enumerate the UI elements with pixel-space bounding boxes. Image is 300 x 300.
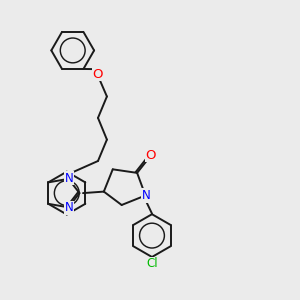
Text: N: N [142, 189, 150, 202]
Text: Cl: Cl [146, 257, 158, 270]
Text: N: N [65, 202, 74, 214]
Text: O: O [146, 148, 156, 162]
Text: O: O [93, 68, 103, 81]
Text: N: N [65, 172, 74, 185]
